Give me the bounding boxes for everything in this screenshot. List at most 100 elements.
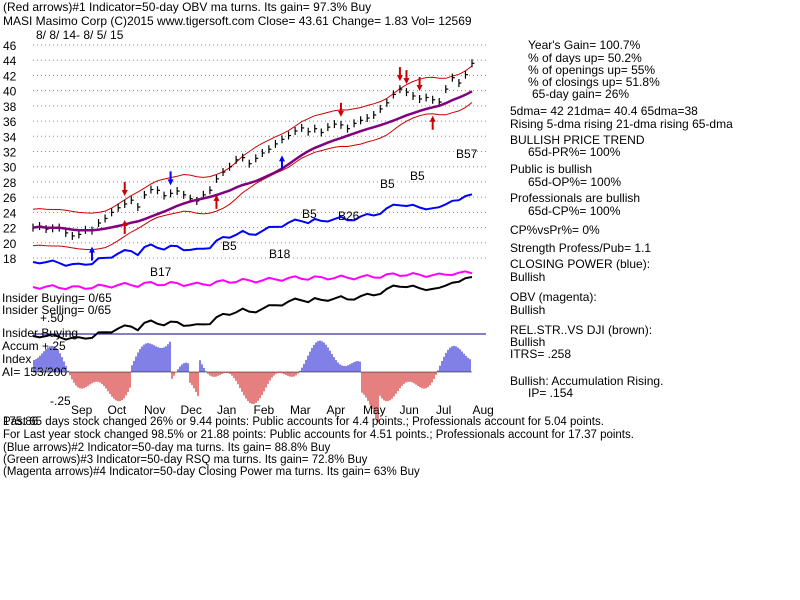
y-tick-label: 38 — [3, 100, 17, 114]
x-tick-labels: Sep Oct Nov Dec Jan Feb Mar Apr May Jun Jul Aug — [71, 403, 494, 417]
stat-cp-pct: 65d-CP%= 100% — [528, 204, 621, 218]
up-arrow — [88, 246, 95, 261]
stat-relstr-label: REL.STR..VS DJI (brown): — [510, 323, 653, 337]
header-line-2: MASI Masimo Corp (C)2015 www.tigersoft.c… — [3, 14, 472, 28]
up-arrow — [429, 115, 436, 130]
accum-minus25-label: -.25 — [50, 394, 71, 408]
up-arrow — [278, 155, 285, 170]
stat-openings-up: % of openings up= 55% — [528, 63, 656, 77]
up-arrow — [213, 194, 220, 209]
stat-closing-power-label: CLOSING POWER (blue): — [510, 257, 651, 271]
y-tick-label: 42 — [3, 69, 17, 83]
y-tick-label: 18 — [3, 252, 17, 266]
x-tick-label: Aug — [473, 403, 494, 417]
x-tick-label: Apr — [327, 403, 346, 417]
stat-ip: IP= .154 — [528, 386, 574, 400]
stat-obv-label: OBV (magenta): — [510, 290, 597, 304]
y-tick-label: 26 — [3, 191, 17, 205]
y-tick-label: 44 — [3, 54, 17, 68]
y-tick-label: 30 — [3, 161, 17, 175]
x-tick-label: Oct — [108, 403, 127, 417]
insider-selling-count: Insider Selling= 0/65 — [2, 303, 112, 317]
y-tick-label: 40 — [3, 85, 17, 99]
stat-years-gain: Year's Gain= 100.7% — [528, 38, 641, 52]
stat-rising-mas: Rising 5-dma rising 21-dma rising 65-dma — [510, 117, 733, 131]
y-tick-label: 28 — [3, 176, 17, 190]
y-tick-label: 36 — [3, 115, 17, 129]
stat-professionals: Professionals are bullish — [510, 191, 641, 205]
stat-days-up: % of days up= 50.2% — [528, 51, 642, 65]
footer-line-4: (Green arrows)#3 Indicator=50-day RSQ ma… — [3, 454, 368, 466]
relative-strength-line — [32, 276, 473, 341]
down-arrow — [167, 171, 174, 186]
stat-itrs: ITRS= .258 — [510, 347, 572, 361]
accum-plus50-label: +.50 — [40, 311, 64, 325]
y-tick-label: 22 — [3, 222, 17, 236]
x-tick-label: Nov — [144, 403, 165, 417]
header-line-1: (Red arrows)#1 Indicator=50-day OBV ma t… — [3, 0, 372, 14]
insider-buying-count: Insider Buying= 0/65 — [2, 291, 112, 305]
signal-b5: B5 — [222, 239, 237, 253]
upper-band — [32, 65, 473, 214]
ma65-line — [32, 90, 473, 232]
x-tick-label: Mar — [290, 403, 311, 417]
signal-b57: B57 — [456, 147, 478, 161]
stat-cp-vs-pr: CP%vsPr%= 0% — [510, 223, 600, 237]
accum-label: Accum +.25 — [2, 339, 66, 353]
x-tick-label: May — [363, 403, 386, 417]
obv-path — [32, 270, 473, 291]
stat-moving-averages: 5dma= 42 21dma= 40.4 65dma=38 — [510, 104, 698, 118]
footer-line-3: (Blue arrows)#2 Indicator=50-day ma turn… — [3, 442, 331, 454]
insider-buying-label: Insider Buying — [2, 326, 79, 340]
signal-b18: B18 — [269, 247, 291, 261]
y-tick-label: 34 — [3, 130, 17, 144]
stat-closings-up: % of closings up= 51.8% — [528, 75, 660, 89]
signal-arrows — [88, 67, 436, 261]
accumulation-histogram — [33, 333, 486, 423]
stat-strength: Strength Profess/Pub= 1.1 — [510, 241, 652, 255]
stat-closing-power-value: Bullish — [510, 270, 546, 284]
signal-b26: B26 — [338, 209, 360, 223]
closing-power-line — [32, 193, 473, 267]
bollinger-bands — [32, 65, 473, 251]
stat-public: Public is bullish — [510, 162, 593, 176]
y-tick-label: 20 — [3, 237, 17, 251]
stat-price-trend: BULLISH PRICE TREND — [510, 133, 645, 147]
signal-b5: B5 — [380, 177, 395, 191]
date-range: 8/ 8/ 14- 8/ 5/ 15 — [36, 28, 124, 42]
y-tick-label: 46 — [3, 39, 17, 53]
stat-relstr-value: Bullish — [510, 335, 546, 349]
x-tick-label: Sep — [71, 403, 93, 417]
x-tick-label: Dec — [181, 403, 202, 417]
stat-obv-value: Bullish — [510, 303, 546, 317]
up-arrow — [121, 219, 128, 234]
y-tick-label: 32 — [3, 146, 17, 160]
obv-line — [32, 270, 473, 291]
footer-line-5: (Magenta arrows)#4 Indicator=50-day Clos… — [3, 466, 420, 478]
ma65-path — [32, 90, 473, 232]
x-tick-label: Feb — [254, 403, 275, 417]
signal-b5: B5 — [410, 169, 425, 183]
index-label: Index — [2, 352, 32, 366]
signal-b5: B5 — [302, 207, 317, 221]
stat-accumulation: Bullish: Accumulation Rising. — [510, 374, 664, 388]
grid-lines — [33, 44, 486, 259]
x-tick-label: Jun — [400, 403, 419, 417]
stat-65day-gain: 65-day gain= 26% — [532, 87, 630, 101]
x-tick-label: Jan — [217, 403, 236, 417]
down-arrow — [416, 77, 423, 92]
ai-label: AI= 153/200 — [2, 365, 68, 379]
relative-strength-path — [32, 276, 473, 341]
lower-band — [32, 102, 473, 251]
down-arrow — [337, 102, 344, 117]
down-arrow — [396, 67, 403, 82]
down-arrow — [403, 70, 410, 85]
footer-overlap-number: 175.86 — [3, 416, 39, 428]
down-arrow — [121, 181, 128, 196]
footer-line-1: Past 65 days stock changed 26% or 9.44 p… — [3, 416, 604, 428]
stat-op-pct: 65d-OP%= 100% — [528, 175, 622, 189]
footer-line-2: For Last year stock changed 98.5% or 21.… — [3, 429, 634, 441]
signal-b17: B17 — [150, 265, 172, 279]
